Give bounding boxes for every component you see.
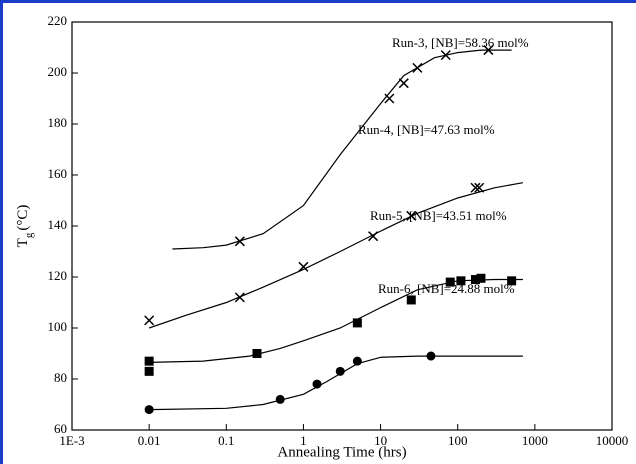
marker bbox=[352, 318, 362, 328]
marker bbox=[476, 273, 486, 283]
y-tick-label: 100 bbox=[48, 319, 68, 334]
marker bbox=[483, 45, 494, 56]
y-axis-title: Tg(°C) bbox=[15, 205, 34, 248]
y-tick-label: 180 bbox=[48, 115, 68, 130]
y-tick-label: 200 bbox=[48, 64, 68, 79]
marker bbox=[384, 93, 395, 104]
y-tick-label: 60 bbox=[54, 421, 67, 436]
series-label: Run-3, [NB]=58.36 mol% bbox=[392, 35, 529, 50]
marker bbox=[144, 315, 155, 326]
x-tick-label: 10000 bbox=[596, 433, 629, 448]
marker bbox=[412, 62, 423, 73]
y-axis-title-sub: g bbox=[23, 232, 35, 238]
y-tick-label: 140 bbox=[48, 217, 68, 232]
marker bbox=[252, 349, 262, 358]
marker bbox=[406, 295, 416, 305]
x-tick-label: 1 bbox=[300, 433, 307, 448]
y-tick-label: 220 bbox=[48, 13, 68, 28]
x-tick-label: 1000 bbox=[522, 433, 548, 448]
marker bbox=[470, 182, 481, 193]
marker bbox=[440, 50, 451, 61]
y-axis-title-main: T bbox=[15, 238, 31, 247]
marker bbox=[234, 292, 245, 303]
marker bbox=[474, 182, 485, 193]
x-tick-label: 0.1 bbox=[218, 433, 234, 448]
marker bbox=[275, 394, 285, 404]
marker bbox=[352, 356, 362, 366]
x-tick-label: 100 bbox=[448, 433, 468, 448]
series-label: Run-4, [NB]=47.63 mol% bbox=[358, 122, 495, 137]
marker bbox=[426, 351, 436, 361]
marker bbox=[456, 276, 466, 286]
series-label: Run-5, [NB]=43.51 mol% bbox=[370, 208, 507, 223]
fit-curve bbox=[149, 278, 523, 363]
marker bbox=[470, 275, 480, 285]
marker bbox=[368, 231, 379, 242]
y-axis-title-unit: (°C) bbox=[15, 205, 31, 231]
series-label: Run-6, [NB]=24.88 mol% bbox=[378, 281, 515, 296]
fit-curve bbox=[172, 49, 512, 250]
y-tick-label: 160 bbox=[48, 166, 68, 181]
marker bbox=[335, 366, 345, 376]
marker bbox=[507, 276, 517, 286]
x-tick-label: 0.01 bbox=[138, 433, 161, 448]
fit-curve bbox=[148, 182, 524, 329]
marker bbox=[144, 405, 154, 415]
x-axis-title: Annealing Time (hrs) bbox=[277, 444, 406, 460]
y-tick-label: 120 bbox=[48, 268, 68, 283]
marker bbox=[312, 379, 322, 389]
x-tick-label: 10 bbox=[374, 433, 387, 448]
x-tick-label: 1E-3 bbox=[59, 433, 84, 448]
marker bbox=[398, 78, 409, 89]
marker bbox=[298, 261, 309, 272]
y-tick-label: 80 bbox=[54, 370, 67, 385]
marker bbox=[234, 236, 245, 247]
marker bbox=[406, 210, 417, 221]
marker bbox=[144, 366, 154, 376]
marker bbox=[445, 277, 455, 287]
marker bbox=[144, 356, 154, 366]
